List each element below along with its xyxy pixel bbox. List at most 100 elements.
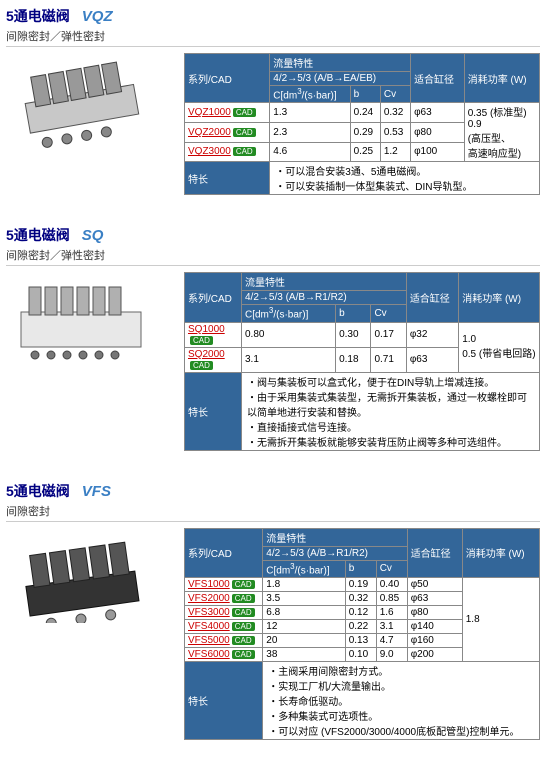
hdr-flow-sub: 4/2→5/3 (A/B→EA/EB) <box>270 72 411 86</box>
cell-series: SQ2000CAD <box>185 347 242 372</box>
cad-badge[interactable]: CAD <box>190 361 213 370</box>
cad-badge[interactable]: CAD <box>232 580 255 589</box>
hdr-power: 消耗功率 (W) <box>462 528 539 577</box>
series-link[interactable]: VFS6000 <box>188 649 230 660</box>
cell-cdm: 12 <box>263 619 345 633</box>
product-image <box>6 272 176 372</box>
feature-cell: 阀与集装板可以盒式化，便于在DIN导轨上增减连接。由于采用集装式集装型，无需拆开… <box>241 372 539 450</box>
cell-b: 0.29 <box>350 122 380 142</box>
section-title-cn: 5通电磁阀 <box>6 225 70 245</box>
series-link[interactable]: VQZ2000 <box>188 127 231 138</box>
hdr-series: 系列/CAD <box>185 528 263 577</box>
feature-cell: 主阀采用间隙密封方式。实现工厂机/大流量输出。长寿命低驱动。多种集装式可选项性。… <box>263 661 540 739</box>
cell-b: 0.12 <box>345 605 376 619</box>
series-link[interactable]: VFS2000 <box>188 593 230 604</box>
spec-table: 系列/CAD流量特性适合缸径消耗功率 (W)4/2→5/3 (A/B→EA/EB… <box>184 53 540 195</box>
cell-series: VQZ3000CAD <box>185 142 270 162</box>
feature-item: 可以混合安装3通、5通电磁阀。 <box>275 163 536 178</box>
series-link[interactable]: VFS3000 <box>188 607 230 618</box>
cell-power: 1.0 0.5 (带省电回路) <box>459 322 540 372</box>
hdr-cv: Cv <box>376 560 407 577</box>
cell-series: VFS3000CAD <box>185 605 263 619</box>
cad-badge[interactable]: CAD <box>232 636 255 645</box>
section-title-cn: 5通电磁阀 <box>6 6 70 26</box>
series-link[interactable]: VFS1000 <box>188 579 230 590</box>
cad-badge[interactable]: CAD <box>233 147 256 156</box>
hdr-cv: Cv <box>380 86 410 103</box>
hdr-flow: 流量特性 <box>270 54 411 72</box>
cell-b: 0.18 <box>336 347 371 372</box>
feature-label: 特长 <box>185 661 263 739</box>
cell-cdm: 20 <box>263 633 345 647</box>
feature-item: 由于采用集装式集装型，无需拆开集装板，通过一枚螺栓即可以简单地进行安装和替换。 <box>247 389 536 419</box>
cell-bore: φ80 <box>411 122 465 142</box>
cell-bore: φ200 <box>407 647 462 661</box>
hdr-flow: 流量特性 <box>241 273 406 291</box>
section-subtitle: 间隙密封 <box>6 503 540 522</box>
cell-bore: φ63 <box>411 103 465 123</box>
cell-bore: φ63 <box>407 591 462 605</box>
feature-item: 长寿命低驱动。 <box>268 693 536 708</box>
feature-item: 多种集装式可选项性。 <box>268 708 536 723</box>
spec-table: 系列/CAD流量特性适合缸径消耗功率 (W)4/2→5/3 (A/B→R1/R2… <box>184 272 540 450</box>
series-link[interactable]: VQZ1000 <box>188 107 231 118</box>
hdr-cdm: C[dm3/(s·bar)] <box>241 305 335 322</box>
cell-cdm: 1.8 <box>263 577 345 591</box>
cell-power: 0.35 (标准型) 0.9 (高压型、 高速响应型) <box>464 103 539 162</box>
cell-b: 0.13 <box>345 633 376 647</box>
hdr-power: 消耗功率 (W) <box>459 273 540 322</box>
cad-badge[interactable]: CAD <box>233 128 256 137</box>
cell-cv: 4.7 <box>376 633 407 647</box>
product-image <box>6 528 176 628</box>
cell-b: 0.10 <box>345 647 376 661</box>
cell-cdm: 38 <box>263 647 345 661</box>
feature-item: 主阀采用间隙密封方式。 <box>268 663 536 678</box>
cell-series: VFS4000CAD <box>185 619 263 633</box>
cad-badge[interactable]: CAD <box>190 336 213 345</box>
cell-power: 1.8 <box>462 577 539 661</box>
cell-cdm: 3.5 <box>263 591 345 605</box>
cell-bore: φ160 <box>407 633 462 647</box>
cad-badge[interactable]: CAD <box>233 108 256 117</box>
cell-cdm: 4.6 <box>270 142 350 162</box>
cell-cv: 0.71 <box>371 347 406 372</box>
cell-cv: 0.53 <box>380 122 410 142</box>
cell-series: VFS1000CAD <box>185 577 263 591</box>
hdr-b: b <box>345 560 376 577</box>
section-subtitle: 间隙密封／弹性密封 <box>6 247 540 266</box>
hdr-flow-sub: 4/2→5/3 (A/B→R1/R2) <box>241 291 406 305</box>
series-link[interactable]: VFS5000 <box>188 635 230 646</box>
hdr-bore: 适合缸径 <box>406 273 458 322</box>
cell-bore: φ63 <box>406 347 458 372</box>
cad-badge[interactable]: CAD <box>232 650 255 659</box>
feature-item: 直接插接式信号连接。 <box>247 419 536 434</box>
cell-b: 0.25 <box>350 142 380 162</box>
hdr-b: b <box>336 305 371 322</box>
hdr-bore: 适合缸径 <box>411 54 465 103</box>
section-title-series: VFS <box>82 483 111 500</box>
series-link[interactable]: SQ1000 <box>188 324 225 335</box>
cell-series: VFS6000CAD <box>185 647 263 661</box>
cell-b: 0.22 <box>345 619 376 633</box>
cell-cv: 0.32 <box>380 103 410 123</box>
section-subtitle: 间隙密封／弹性密封 <box>6 28 540 47</box>
cell-bore: φ140 <box>407 619 462 633</box>
cad-badge[interactable]: CAD <box>232 622 255 631</box>
cell-cv: 0.17 <box>371 322 406 347</box>
cad-badge[interactable]: CAD <box>232 594 255 603</box>
series-link[interactable]: VFS4000 <box>188 621 230 632</box>
series-link[interactable]: VQZ3000 <box>188 146 231 157</box>
series-link[interactable]: SQ2000 <box>188 349 225 360</box>
cell-cdm: 0.80 <box>241 322 335 347</box>
feature-item: 可以对应 (VFS2000/3000/4000底板配管型)控制单元。 <box>268 723 536 738</box>
feature-cell: 可以混合安装3通、5通电磁阀。可以安装插制一体型集装式、DIN导轨型。 <box>270 162 540 195</box>
cell-b: 0.32 <box>345 591 376 605</box>
cell-bore: φ32 <box>406 322 458 347</box>
cell-cdm: 2.3 <box>270 122 350 142</box>
cad-badge[interactable]: CAD <box>232 608 255 617</box>
product-image <box>6 53 176 153</box>
hdr-flow: 流量特性 <box>263 528 407 546</box>
hdr-bore: 适合缸径 <box>407 528 462 577</box>
cell-series: SQ1000CAD <box>185 322 242 347</box>
section-title-series: VQZ <box>82 8 113 25</box>
